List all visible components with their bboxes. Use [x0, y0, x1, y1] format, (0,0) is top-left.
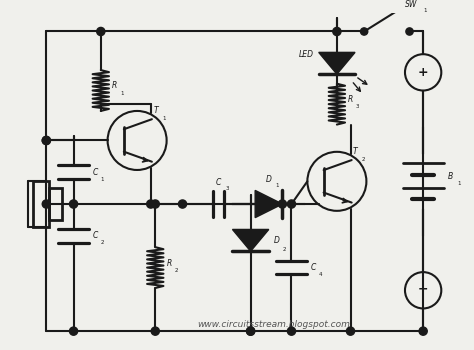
Text: −: −	[418, 282, 428, 295]
Text: www.circuitsstream.blogspot.com: www.circuitsstream.blogspot.com	[197, 320, 350, 329]
Circle shape	[42, 200, 50, 208]
Text: 1: 1	[332, 63, 336, 68]
Circle shape	[97, 27, 105, 36]
Bar	[48, 188, 62, 220]
Text: B: B	[448, 172, 453, 181]
Text: 1: 1	[120, 91, 123, 96]
Text: 2: 2	[362, 157, 365, 162]
Polygon shape	[319, 52, 355, 74]
Text: C: C	[93, 168, 99, 177]
Text: 2: 2	[101, 240, 104, 245]
Circle shape	[70, 327, 78, 335]
Text: T: T	[154, 106, 158, 116]
Circle shape	[346, 327, 355, 335]
Bar	[33, 181, 48, 227]
Circle shape	[42, 136, 50, 145]
Text: 1: 1	[275, 183, 279, 188]
Text: 1: 1	[457, 181, 461, 186]
Polygon shape	[255, 190, 283, 218]
Text: LED: LED	[299, 50, 314, 59]
Text: D: D	[273, 236, 279, 245]
Circle shape	[146, 200, 155, 208]
Text: 3: 3	[226, 186, 229, 191]
Text: 1: 1	[101, 177, 104, 182]
Circle shape	[278, 200, 286, 208]
Circle shape	[178, 200, 187, 208]
Text: C: C	[216, 178, 221, 187]
Text: C: C	[311, 263, 316, 272]
Text: +: +	[418, 66, 428, 79]
Polygon shape	[232, 230, 269, 251]
Text: 2: 2	[174, 268, 178, 273]
Circle shape	[70, 200, 78, 208]
Text: 3: 3	[356, 104, 359, 109]
Circle shape	[419, 327, 427, 335]
Text: T: T	[353, 147, 358, 156]
Text: R: R	[112, 82, 118, 91]
Text: SW: SW	[405, 0, 418, 9]
Text: C: C	[93, 231, 99, 240]
Text: R: R	[167, 259, 172, 267]
Circle shape	[151, 200, 159, 208]
Text: D: D	[266, 175, 272, 184]
Text: 2: 2	[283, 247, 286, 252]
Text: 1: 1	[162, 116, 166, 121]
Text: R: R	[348, 95, 354, 104]
Circle shape	[333, 27, 341, 36]
Text: 4: 4	[319, 272, 322, 277]
Circle shape	[287, 327, 296, 335]
Text: 1: 1	[423, 8, 427, 13]
Circle shape	[246, 327, 255, 335]
Circle shape	[287, 200, 296, 208]
Circle shape	[151, 327, 159, 335]
Circle shape	[246, 327, 255, 335]
Circle shape	[42, 136, 50, 145]
Circle shape	[361, 28, 368, 35]
Circle shape	[406, 28, 413, 35]
